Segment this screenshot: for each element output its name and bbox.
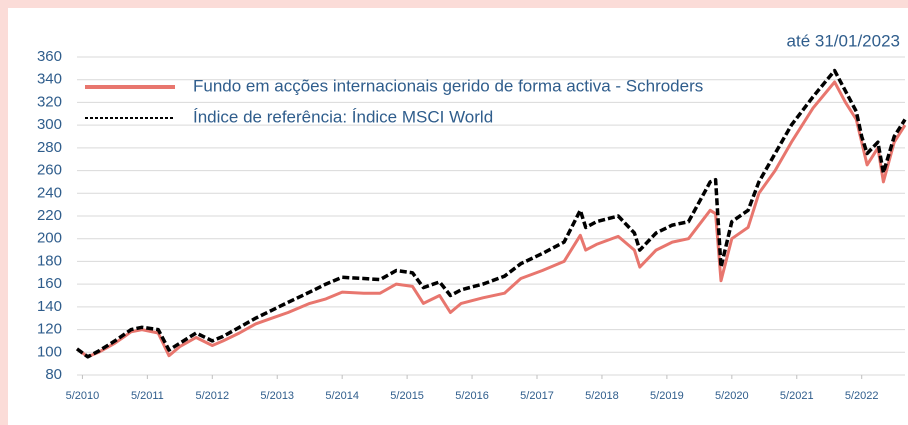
legend-label: Índice de referência: Índice MSCI World <box>193 107 493 126</box>
legend-label: Fundo em acções internacionais gerido de… <box>193 76 703 95</box>
chart-subtitle: até 31/01/2023 <box>787 31 900 50</box>
y-tick-label: 160 <box>37 275 62 292</box>
series-line <box>75 68 907 359</box>
x-tick-label: 5/2012 <box>195 390 229 402</box>
y-tick-label: 220 <box>37 207 62 224</box>
x-tick-label: 5/2014 <box>325 390 359 402</box>
y-tick-label: 300 <box>37 116 62 133</box>
y-tick-label: 80 <box>45 366 62 383</box>
y-tick-label: 120 <box>37 321 62 338</box>
x-tick-label: 5/2020 <box>715 390 749 402</box>
x-tick-label: 5/2011 <box>131 390 164 402</box>
x-tick-label: 5/2015 <box>390 390 424 402</box>
x-tick-label: 5/2018 <box>585 390 619 402</box>
y-tick-label: 240 <box>37 184 62 201</box>
y-tick-label: 260 <box>37 162 62 179</box>
x-tick-label: 5/2017 <box>520 390 554 402</box>
y-tick-label: 280 <box>37 139 62 156</box>
y-tick-label: 360 <box>37 48 62 65</box>
y-tick-label: 100 <box>37 343 62 360</box>
series-line <box>76 80 907 359</box>
x-tick-label: 5/2021 <box>780 390 814 402</box>
x-tick-label: 5/2016 <box>455 390 489 402</box>
y-tick-label: 180 <box>37 252 62 269</box>
x-tick-label: 5/2022 <box>845 390 879 402</box>
y-tick-label: 140 <box>37 298 62 315</box>
x-tick-label: 5/2019 <box>650 390 684 402</box>
x-tick-label: 5/2010 <box>66 390 100 402</box>
y-tick-label: 320 <box>37 93 62 110</box>
y-tick-label: 200 <box>37 230 62 247</box>
x-tick-label: 5/2013 <box>260 390 294 402</box>
y-tick-label: 340 <box>37 71 62 88</box>
